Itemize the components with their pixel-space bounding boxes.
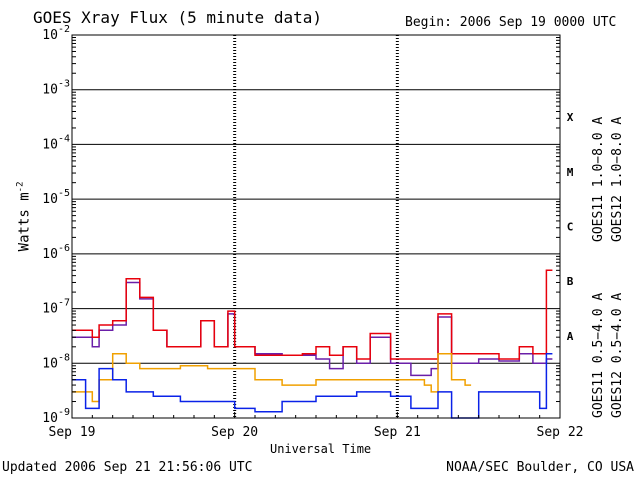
x-tick-label: Sep 21 <box>374 425 421 440</box>
x-axis-label: Universal Time <box>270 442 372 456</box>
flare-class-label: A <box>567 330 574 343</box>
flare-class-label: C <box>567 221 574 234</box>
x-tick-label: Sep 20 <box>211 425 258 440</box>
x-tick-label: Sep 22 <box>537 425 584 440</box>
y-tick-label: 10-3 <box>42 79 70 98</box>
series-line-2 <box>72 352 472 403</box>
legend-goes12-long: GOES12 1.0−8.0 A <box>610 116 625 242</box>
legend-goes11-short: GOES11 0.5−4.0 A <box>591 292 606 418</box>
updated-timestamp: Updated 2006 Sep 21 21:56:06 UTC <box>2 460 253 475</box>
y-axis-label-exponent: -2 <box>15 181 26 193</box>
series-line-1 <box>72 269 553 360</box>
legend-goes12-short: GOES12 0.5−4.0 A <box>610 292 625 418</box>
y-tick-label: 10-9 <box>42 407 70 426</box>
y-tick-label: 10-2 <box>42 24 70 43</box>
y-tick-label: 10-5 <box>42 188 70 207</box>
plot-frame <box>71 34 561 419</box>
flare-class-label: X <box>567 111 574 124</box>
y-tick-label: 10-4 <box>42 133 70 152</box>
series-line-3 <box>72 352 553 419</box>
y-axis-label-text: Watts m <box>16 192 33 252</box>
series-line-0 <box>72 281 553 377</box>
credit-text: NOAA/SEC Boulder, CO USA <box>446 460 634 475</box>
y-tick-label: 10-6 <box>42 243 70 262</box>
flare-class-label: B <box>567 275 574 288</box>
legend-goes11-long: GOES11 1.0−8.0 A <box>591 116 606 242</box>
y-tick-label: 10-7 <box>42 298 70 317</box>
x-tick-label: Sep 19 <box>49 425 96 440</box>
y-tick-label: 10-8 <box>42 352 70 371</box>
begin-time: Begin: 2006 Sep 19 0000 UTC <box>405 15 617 30</box>
chart-title: GOES Xray Flux (5 minute data) <box>33 8 322 27</box>
y-axis-label: Watts m-2 <box>16 181 33 252</box>
flare-class-label: M <box>567 166 574 179</box>
